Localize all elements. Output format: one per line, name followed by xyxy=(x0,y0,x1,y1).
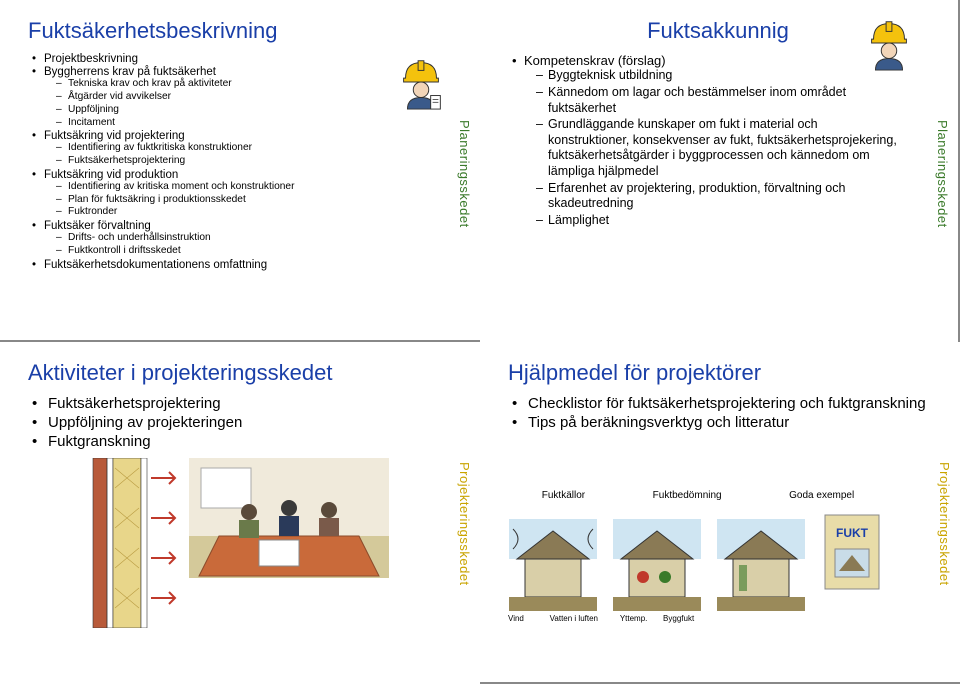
bullet: Fuktsäker förvaltning Drifts- och underh… xyxy=(32,220,386,258)
book-title: FUKT xyxy=(836,526,869,540)
sub-bullet: Identifiering av kritiska moment och kon… xyxy=(56,181,386,194)
sub-bullet: Uppföljning xyxy=(56,104,386,117)
bullet: Uppföljning av projekteringen xyxy=(32,414,450,431)
phase-label: Planeringsskedet xyxy=(457,120,472,228)
house-icon xyxy=(509,519,597,611)
bullet-list: Projektbeskrivning Byggherrens krav på f… xyxy=(28,53,386,270)
caption: Vatten i luften xyxy=(550,614,598,623)
phase-label: Planeringsskedet xyxy=(935,120,950,228)
caption: Yttemp. xyxy=(620,614,648,623)
bullet: Kompetenskrav (förslag) Byggteknisk utbi… xyxy=(512,53,902,228)
illustration-row: Fuktkällor Fuktbedömning Goda exempel Vi… xyxy=(508,445,930,668)
sub-bullet: Fuktronder xyxy=(56,206,386,219)
col-label: Goda exempel xyxy=(789,490,854,501)
sub-bullet: Fuktkontroll i driftsskedet xyxy=(56,245,386,258)
sub-bullet: Incitament xyxy=(56,117,386,130)
sub-bullet: Drifts- och underhållsinstruktion xyxy=(56,232,386,245)
slide-3: Aktiviteter i projekteringsskedet Fuktsä… xyxy=(0,342,480,684)
bullet: Tips på beräkningsverktyg och litteratur xyxy=(512,414,930,431)
book-icon: FUKT xyxy=(823,513,881,591)
slide-title: Hjälpmedel för projektörer xyxy=(508,360,930,385)
bullet: Fuktsäkring vid projektering Identifieri… xyxy=(32,130,386,168)
sub-bullet: Lämplighet xyxy=(536,213,902,229)
bullet: Fuktsäkerhetsprojektering xyxy=(32,395,450,412)
slide-1: Fuktsäkerhetsbeskrivning Projektbeskrivn… xyxy=(0,0,480,342)
phase-label: Projekteringsskedet xyxy=(457,462,472,586)
bullet-list: Kompetenskrav (förslag) Byggteknisk utbi… xyxy=(508,53,902,228)
col-label: Fuktkällor xyxy=(542,490,585,501)
sub-bullet: Erfarenhet av projektering, produktion, … xyxy=(536,181,902,212)
house-icon xyxy=(613,519,701,611)
bullet-list: Fuktsäkerhetsprojektering Uppföljning av… xyxy=(28,395,450,450)
caption: Byggfukt xyxy=(663,614,694,623)
bullet: Projektbeskrivning xyxy=(32,53,386,65)
bullet: Fuktsäkerhetsdokumentationens omfattning xyxy=(32,259,386,271)
bullet-list: Checklistor för fuktsäkerhetsprojekterin… xyxy=(508,395,930,431)
slide-2: Fuktsakkunnig Kompetenskrav (förslag) By… xyxy=(480,0,960,342)
sub-bullet: Kännedom om lagar och bestämmelser inom … xyxy=(536,85,902,116)
bullet: Fuktsäkring vid produktion Identifiering… xyxy=(32,169,386,219)
meeting-photo xyxy=(189,458,389,578)
phase-label: Projekteringsskedet xyxy=(937,462,952,586)
sub-bullet: Plan för fuktsäkring i produktionsskedet xyxy=(56,194,386,207)
slide-title: Fuktsäkerhetsbeskrivning xyxy=(28,18,450,43)
wall-section-icon xyxy=(89,458,179,628)
sub-bullet: Byggteknisk utbildning xyxy=(536,68,902,84)
bullet: Checklistor för fuktsäkerhetsprojekterin… xyxy=(512,395,930,412)
slide-title: Aktiviteter i projekteringsskedet xyxy=(28,360,450,385)
col-label: Fuktbedömning xyxy=(653,490,722,501)
bullet: Fuktgranskning xyxy=(32,433,450,450)
bullet: Byggherrens krav på fuktsäkerhet Teknisk… xyxy=(32,66,386,129)
sub-bullet: Tekniska krav och krav på aktiviteter xyxy=(56,78,386,91)
worker-icon xyxy=(392,53,450,111)
sub-bullet: Grundläggande kunskaper om fukt i materi… xyxy=(536,117,902,180)
sub-bullet: Identifiering av fuktkritiska konstrukti… xyxy=(56,142,386,155)
caption: Vind xyxy=(508,614,524,623)
slide-4: Hjälpmedel för projektörer Checklistor f… xyxy=(480,342,960,684)
illustration-row xyxy=(28,458,450,670)
sub-bullet: Fuktsäkerhetsprojektering xyxy=(56,155,386,168)
house-icon xyxy=(717,519,805,611)
sub-bullet: Åtgärder vid avvikelser xyxy=(56,91,386,104)
